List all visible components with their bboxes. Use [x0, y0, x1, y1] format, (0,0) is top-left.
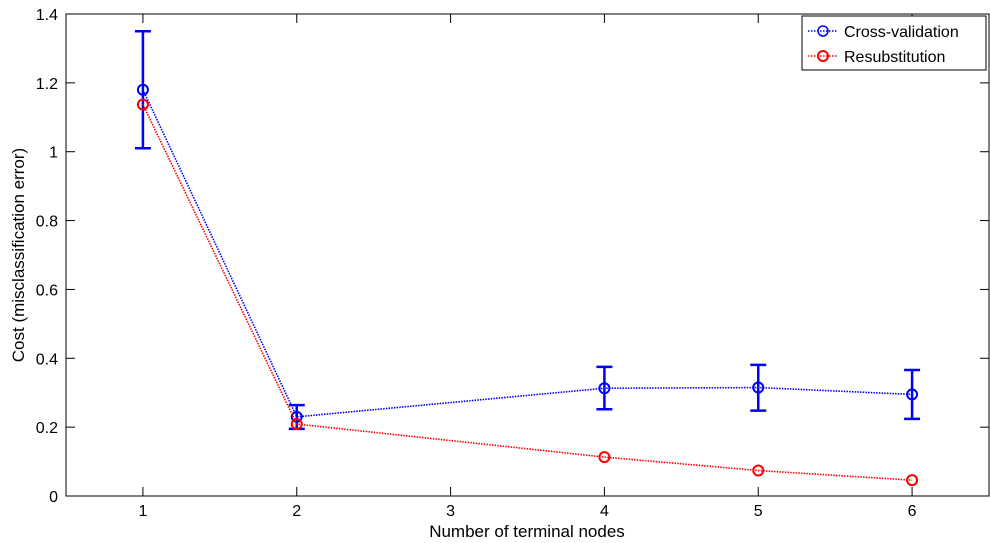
legend-marker-resubstitution — [817, 50, 829, 62]
y-tick-label: 0.6 — [36, 282, 58, 299]
y-axis-title: Cost (misclassification error) — [9, 148, 28, 362]
series-layer — [134, 29, 921, 487]
x-tick-labels: 1 2 3 4 5 6 — [138, 503, 916, 520]
legend-label-cross-validation: Cross-validation — [844, 24, 959, 41]
y-tick-labels: 0 0.2 0.4 0.6 0.8 1 1.2 1.4 — [36, 7, 58, 506]
x-tick-label: 4 — [600, 503, 609, 520]
data-point-cross-validation — [906, 388, 919, 401]
series-line-resubstitution — [142, 104, 913, 481]
x-tick-label: 5 — [754, 503, 763, 520]
data-point-cross-validation — [598, 382, 611, 395]
y-tick-label: 1.4 — [36, 7, 58, 24]
plot-area — [65, 13, 990, 497]
y-tick-label: 0 — [49, 489, 58, 506]
x-tick-label: 1 — [138, 503, 147, 520]
data-point-cross-validation — [136, 83, 149, 96]
y-tick-label: 1 — [49, 145, 58, 162]
y-tick-label: 1.2 — [36, 76, 58, 93]
data-point-resubstitution — [906, 474, 919, 487]
x-tick-label: 6 — [908, 503, 917, 520]
y-tick-label: 0.8 — [36, 214, 58, 231]
legend-label-resubstitution: Resubstitution — [844, 49, 945, 66]
legend-marker-cross-validation — [817, 25, 829, 37]
data-point-cross-validation — [752, 381, 765, 394]
x-tick-label: 2 — [292, 503, 301, 520]
legend-box — [801, 15, 987, 71]
legend: Cross-validation Resubstitution — [801, 15, 987, 71]
x-tick-label: 3 — [446, 503, 455, 520]
data-point-resubstitution — [290, 418, 303, 431]
x-axis-title: Number of terminal nodes — [429, 522, 625, 541]
y-tick-label: 0.4 — [36, 351, 58, 368]
y-tick-label: 0.2 — [36, 420, 58, 437]
data-point-resubstitution — [136, 98, 149, 111]
series-cross-validation — [134, 29, 921, 431]
data-point-cross-validation — [290, 410, 303, 423]
data-point-resubstitution — [752, 464, 765, 477]
data-point-resubstitution — [598, 451, 611, 464]
series-resubstitution — [136, 98, 919, 487]
